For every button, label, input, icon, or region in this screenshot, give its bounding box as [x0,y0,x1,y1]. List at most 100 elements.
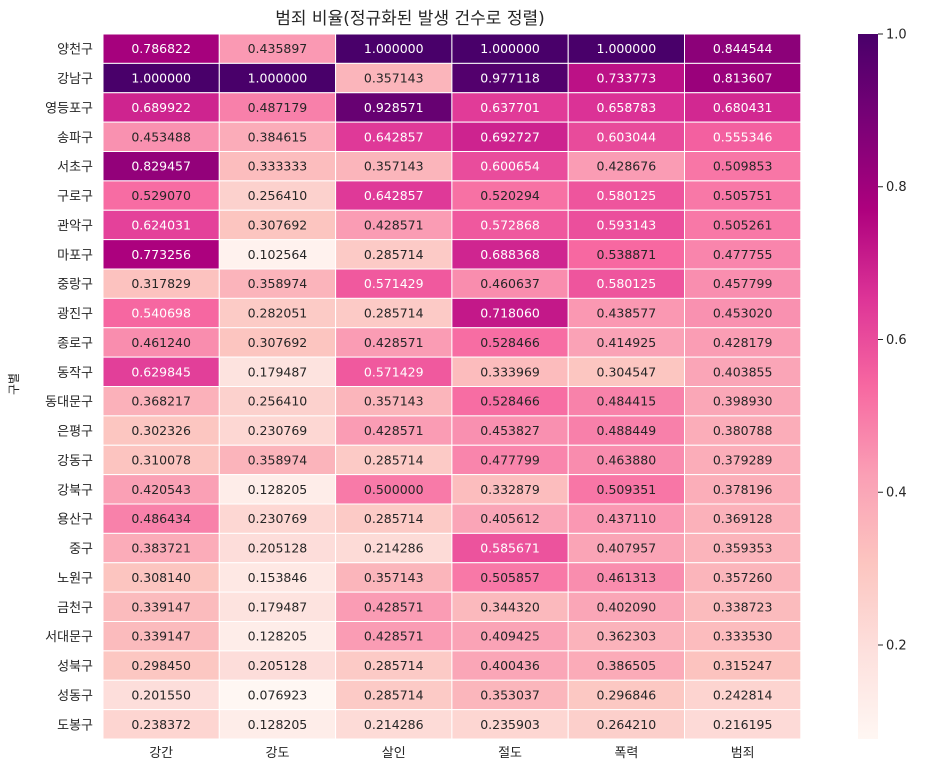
heatmap-cell [684,562,802,593]
heatmap-cell [102,532,220,564]
cell-value-label: 0.585671 [480,541,540,556]
cell-value-label: 0.603044 [597,129,657,144]
cell-value-label: 0.460637 [480,276,540,291]
heatmap-cell [102,209,220,241]
heatmap-cell [335,151,453,182]
cell-value-label: 0.528466 [480,335,540,350]
row-tick-label: 도봉구 [57,718,93,733]
cell-value-label: 0.379289 [713,452,773,467]
heatmap-cell [451,444,569,476]
cell-value-label: 0.813607 [713,71,773,86]
cell-value-label: 0.689922 [131,100,191,115]
heatmap-cell [684,679,802,711]
heatmap-cell [218,621,337,652]
heatmap-cell [684,444,802,476]
heatmap-cell [684,356,802,387]
heatmap-cell [684,33,802,64]
cell-value-label: 0.386505 [597,658,657,673]
heatmap-cell [684,621,802,652]
cell-value-label: 0.500000 [364,482,424,497]
cell-value-label: 0.453020 [713,306,773,321]
cell-value-label: 0.428571 [364,217,424,232]
cell-value-label: 0.540698 [131,306,191,321]
cell-value-label: 0.529070 [131,188,191,203]
heatmap-cell [218,92,337,123]
row-tick-label: 양천구 [57,43,93,58]
cell-value-label: 0.302326 [131,423,191,438]
cell-value-label: 0.216195 [713,717,773,732]
row-tick-label: 중구 [69,542,93,557]
cell-value-label: 0.453488 [131,129,191,144]
cell-value-label: 1.000000 [597,41,657,56]
row-tick-label: 용산구 [57,513,93,528]
heatmap-cell [102,297,220,329]
cell-value-label: 0.658783 [597,100,657,115]
heatmap-cell [102,33,220,64]
heatmap-cell [102,121,220,152]
cell-value-label: 0.179487 [248,599,308,614]
column-tick-label: 강도 [265,746,289,761]
cell-value-label: 0.179487 [248,364,308,379]
cell-value-label: 0.692727 [480,129,540,144]
cell-value-label: 0.505857 [480,570,540,585]
heatmap-cell [451,621,569,652]
heatmap-cell [684,209,802,241]
cell-value-label: 0.487179 [248,100,308,115]
cell-value-label: 0.362303 [597,629,657,644]
heatmap-cell [451,386,569,417]
cell-value-label: 0.285714 [364,247,424,262]
cell-value-label: 0.733773 [597,71,657,86]
cell-value-label: 0.428571 [364,423,424,438]
heatmap-cell [684,327,802,358]
cell-value-label: 0.285714 [364,658,424,673]
cell-value-label: 0.977118 [480,71,540,86]
cell-value-label: 0.509853 [713,159,773,174]
heatmap-cell [102,386,220,417]
cell-value-label: 0.420543 [131,482,191,497]
row-tick-label: 광진구 [57,307,93,322]
heatmap-cell [218,532,337,564]
heatmap-cell [335,650,453,681]
heatmap-cell [451,591,569,622]
heatmap-cell [335,621,453,652]
cell-value-label: 0.580125 [597,276,657,291]
heatmap-cell [102,239,220,270]
cell-value-label: 0.600654 [480,159,540,174]
chart-title: 범죄 비율(정규화된 발생 건수로 정렬) [275,9,544,29]
cell-value-label: 0.438577 [597,306,657,321]
colorbar [858,34,878,739]
row-tick-label: 은평구 [57,425,93,440]
cell-value-label: 0.580125 [597,188,657,203]
cell-value-label: 0.285714 [364,306,424,321]
cell-value-label: 0.128205 [248,629,308,644]
heatmap-cell [451,562,569,593]
cell-value-label: 0.688368 [480,247,540,262]
cell-value-label: 0.358974 [248,452,308,467]
heatmap-cell [218,268,337,299]
heatmap-cell [335,444,453,476]
heatmap-cell [451,92,569,123]
cell-value-label: 0.572868 [480,217,540,232]
cell-value-label: 0.214286 [364,717,424,732]
cell-value-label: 0.400436 [480,658,540,673]
heatmap-cell [102,650,220,681]
cell-value-label: 0.528466 [480,394,540,409]
heatmap-cell [451,209,569,241]
cell-value-label: 0.238372 [131,717,191,732]
colorbar-ticks: 1.0 0.8 0.6 0.4 0.2 [878,28,907,653]
row-tick-label: 마포구 [57,248,93,263]
heatmap-cell [218,121,337,152]
cell-value-label: 0.437110 [597,511,657,526]
cell-value-label: 0.624031 [131,217,191,232]
cell-value-label: 0.378196 [713,482,773,497]
heatmap-cell [567,239,686,270]
cell-value-label: 0.102564 [248,247,308,262]
heatmap-cell [684,239,802,270]
cell-value-label: 0.403855 [713,364,773,379]
cell-value-label: 0.405612 [480,511,540,526]
cell-value-label: 0.414925 [597,335,657,350]
cell-value-label: 0.339147 [131,599,191,614]
cell-value-label: 0.453827 [480,423,540,438]
row-tick-label: 서대문구 [45,630,93,645]
heatmap-cell [567,532,686,564]
